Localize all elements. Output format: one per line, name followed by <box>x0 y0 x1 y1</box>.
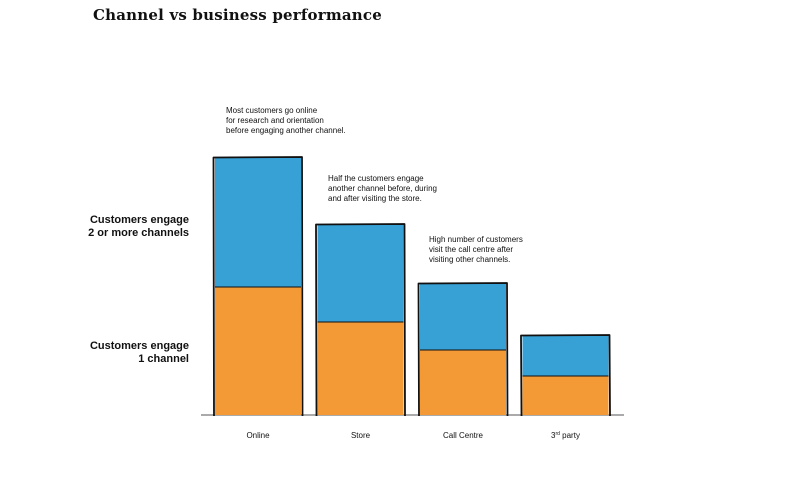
x-tick-label-online: Online <box>246 431 270 440</box>
annotation-online: Most customers go online for research an… <box>226 106 346 135</box>
legend-label-multi-channel: Customers engage 2 or more channels <box>88 214 189 239</box>
bar-call-centre-series-2 <box>420 284 506 350</box>
bar-store-series-1 <box>317 322 404 415</box>
chart-title: Channel vs business performance <box>93 6 382 24</box>
bar-outline <box>417 282 509 417</box>
bar-3rd-party-series-2 <box>522 336 609 376</box>
bar-online-series-2 <box>215 158 301 287</box>
x-tick-labels: Online Store Call Centre 3rd party <box>246 431 580 440</box>
bar-outline <box>315 223 406 417</box>
x-tick-label-call-centre: Call Centre <box>443 431 484 440</box>
bars-group <box>212 156 611 417</box>
x-tick-label-store: Store <box>351 431 371 440</box>
bar-call-centre-series-1 <box>420 350 506 415</box>
x-tick-label-3rd-party: 3rd party <box>551 431 580 440</box>
annotation-call-centre: High number of customers visit the call … <box>429 235 523 264</box>
bar-outline <box>520 334 611 417</box>
annotation-store: Half the customers engage another channe… <box>328 174 437 203</box>
bar-store-series-2 <box>317 225 404 322</box>
bar-3rd-party-series-1 <box>522 376 609 415</box>
legend-label-single-channel: Customers engage 1 channel <box>89 340 189 365</box>
bar-online-series-1 <box>215 287 301 415</box>
bar-outline <box>212 156 304 417</box>
